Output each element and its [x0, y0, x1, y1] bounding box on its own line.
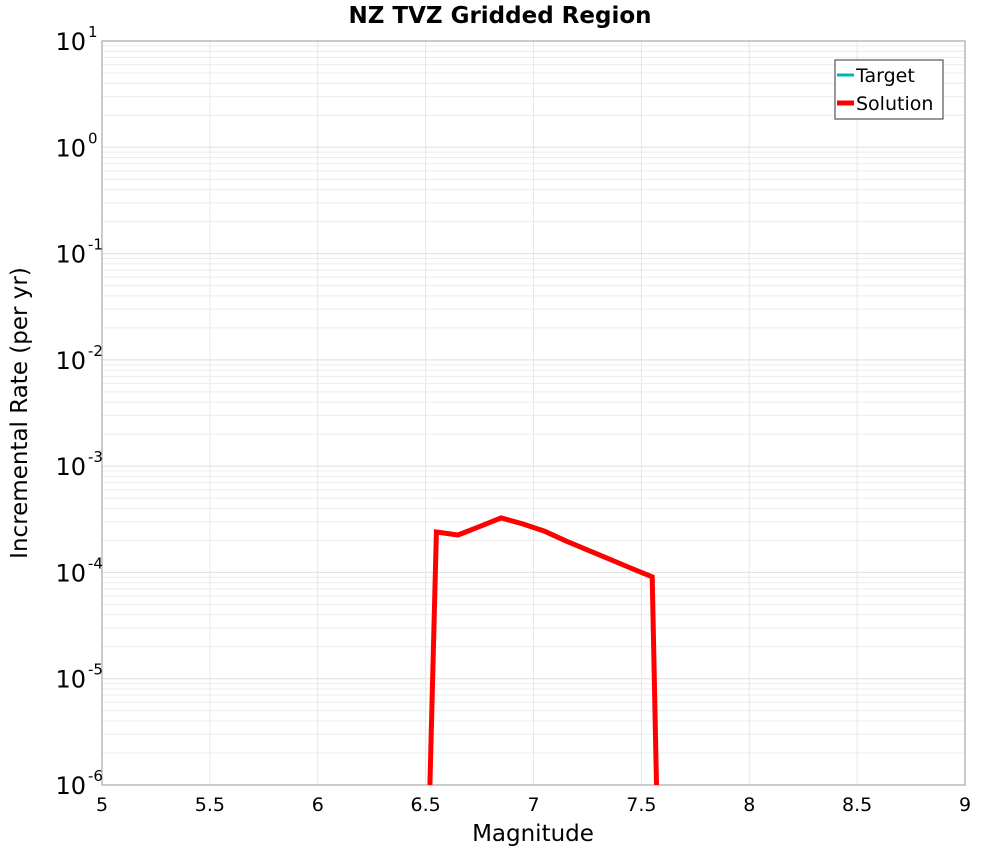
y-tick-exponent: 0 [88, 129, 98, 147]
x-tick-label: 6.5 [411, 794, 441, 816]
y-tick-label: 10 [55, 453, 86, 481]
plot-frame [101, 40, 966, 786]
legend: Target Solution [834, 59, 944, 120]
y-tick-exponent: -5 [88, 661, 103, 679]
x-tick-label: 5.5 [195, 794, 225, 816]
x-tick-label: 8.5 [842, 794, 872, 816]
y-tick-exponent: -2 [88, 342, 103, 360]
x-tick-label: 8 [743, 794, 755, 816]
y-tick-exponent: -3 [88, 448, 103, 466]
x-tick-label: 9 [959, 794, 971, 816]
legend-label-solution: Solution [856, 93, 933, 115]
y-tick-label: 10 [55, 241, 86, 269]
series-line-solution [427, 515, 659, 786]
y-tick-exponent: -1 [88, 236, 103, 254]
y-tick-exponent: -4 [88, 554, 103, 572]
y-tick-exponent: -6 [88, 767, 103, 785]
y-tick-label: 10 [55, 134, 86, 162]
series-lines [427, 515, 659, 786]
x-tick-label: 7 [527, 794, 539, 816]
y-tick-label: 10 [55, 28, 86, 56]
chart-title: NZ TVZ Gridded Region [348, 3, 651, 29]
x-tick-label: 7.5 [626, 794, 656, 816]
legend-label-target: Target [855, 65, 915, 87]
grid [101, 40, 966, 786]
y-tick-label: 10 [55, 772, 86, 800]
y-tick-exponent: 1 [88, 23, 98, 41]
x-axis-ticks: 5 5.5 6 6.5 7 7.5 8 8.5 9 [96, 794, 971, 816]
y-tick-label: 10 [55, 559, 86, 587]
y-axis-label: Incremental Rate (per yr) [7, 267, 33, 559]
x-tick-label: 5 [96, 794, 108, 816]
x-axis-label: Magnitude [472, 821, 594, 847]
legend-box [834, 59, 944, 120]
y-tick-label: 10 [55, 347, 86, 375]
x-tick-label: 6 [312, 794, 324, 816]
y-tick-label: 10 [55, 666, 86, 694]
